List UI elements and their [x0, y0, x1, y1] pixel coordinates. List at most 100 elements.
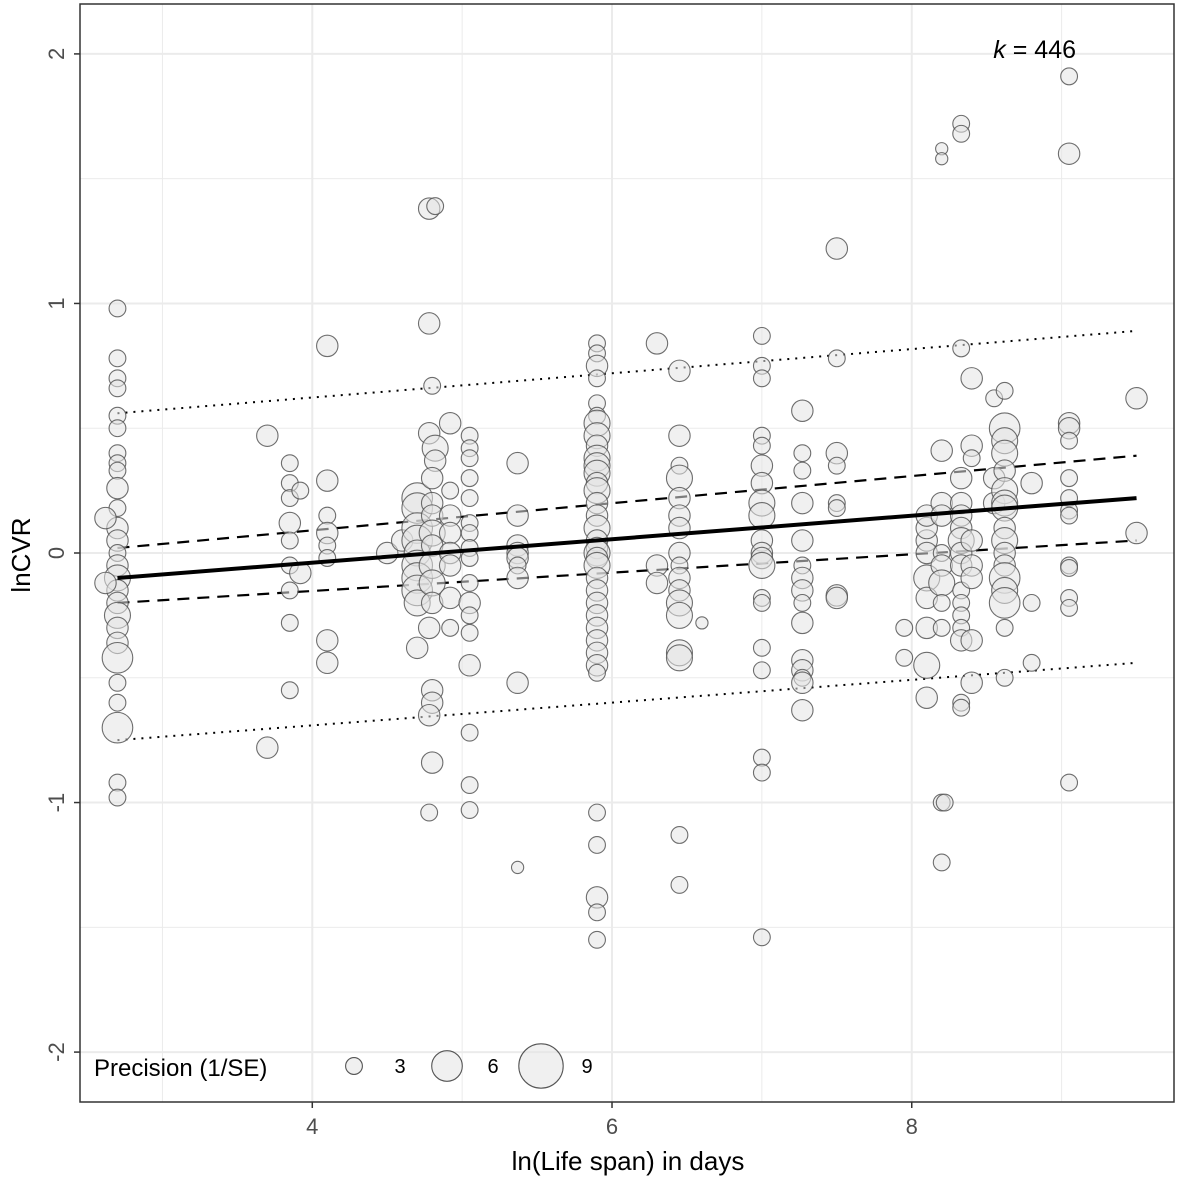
data-point	[752, 436, 771, 455]
data-point	[665, 601, 694, 629]
data-point	[960, 671, 983, 695]
y-tick-label: 1	[44, 297, 69, 309]
data-point	[588, 903, 606, 922]
y-axis-title: lnCVR	[6, 517, 36, 592]
data-point	[670, 826, 689, 844]
data-point	[752, 638, 771, 657]
data-point	[952, 339, 971, 358]
x-tick-label: 8	[906, 1114, 918, 1139]
data-point	[460, 776, 479, 795]
data-point	[1125, 521, 1148, 545]
data-point	[291, 481, 310, 500]
data-point	[645, 571, 669, 595]
x-axis-ticks: 4 6 8	[306, 1102, 918, 1139]
data-point	[94, 506, 117, 530]
data-point	[438, 586, 462, 610]
data-point	[108, 461, 127, 480]
data-point	[1060, 559, 1079, 577]
data-point	[280, 531, 299, 550]
data-point	[793, 444, 812, 463]
data-point	[420, 466, 444, 490]
data-point	[458, 654, 481, 677]
data-point	[960, 529, 983, 552]
data-point	[752, 369, 771, 388]
legend-key-label: 6	[487, 1056, 498, 1078]
data-point	[101, 641, 134, 674]
data-point	[417, 616, 441, 640]
data-point	[949, 466, 973, 490]
data-point	[108, 379, 127, 398]
y-tick-label: -1	[44, 793, 69, 813]
data-point	[405, 636, 429, 660]
data-point	[1125, 387, 1148, 410]
data-point	[895, 618, 914, 637]
data-point	[793, 461, 812, 480]
data-point	[793, 593, 812, 612]
data-point	[791, 491, 814, 515]
data-point	[928, 569, 956, 597]
data-point	[960, 629, 983, 652]
data-point	[748, 502, 776, 530]
data-point	[932, 853, 951, 872]
data-point	[588, 663, 606, 682]
data-point	[460, 524, 479, 542]
data-point	[101, 711, 134, 744]
data-points	[94, 67, 1148, 949]
data-point	[913, 651, 941, 679]
data-point	[827, 456, 846, 475]
data-point	[791, 399, 814, 423]
data-point	[460, 623, 479, 642]
data-point	[510, 860, 525, 875]
data-point	[108, 693, 127, 712]
data-point	[670, 875, 689, 894]
data-point	[316, 651, 339, 675]
data-point	[930, 439, 953, 462]
legend-key-label: 9	[581, 1056, 592, 1078]
data-point	[752, 748, 771, 767]
data-point	[108, 773, 127, 792]
data-point	[995, 668, 1014, 687]
x-tick-label: 4	[306, 1114, 318, 1139]
data-point	[960, 367, 983, 390]
data-point	[1060, 431, 1079, 450]
data-point	[752, 928, 771, 947]
legend-key-label: 3	[394, 1056, 405, 1078]
data-point	[423, 376, 442, 395]
data-point	[668, 359, 691, 383]
data-point	[588, 836, 606, 854]
y-tick-label: -2	[44, 1042, 69, 1062]
data-point	[791, 671, 814, 695]
data-point	[280, 613, 299, 632]
data-point	[962, 449, 981, 468]
data-point	[506, 451, 529, 475]
data-point	[588, 930, 606, 949]
legend-key-circle	[345, 1057, 363, 1075]
data-point	[935, 152, 949, 166]
sample-size-annotation: k = 446	[993, 36, 1076, 64]
data-point	[995, 618, 1014, 637]
data-point	[316, 469, 339, 492]
data-point	[460, 469, 479, 488]
x-tick-label: 6	[606, 1114, 618, 1139]
data-point	[280, 681, 299, 700]
data-point	[256, 736, 279, 759]
data-point	[108, 673, 127, 692]
regression-line	[117, 496, 1137, 580]
data-point	[280, 581, 299, 600]
data-point	[825, 237, 849, 260]
data-point	[791, 611, 814, 635]
data-point	[752, 326, 771, 345]
data-point	[256, 424, 279, 447]
data-point	[665, 644, 694, 672]
data-point	[417, 703, 441, 727]
annotation-italic: k	[993, 36, 1007, 64]
y-tick-label: 2	[44, 48, 69, 60]
legend-title: Precision (1/SE)	[94, 1055, 267, 1082]
data-point	[108, 788, 127, 807]
data-point	[1060, 773, 1079, 792]
data-point	[1020, 471, 1043, 495]
data-point	[278, 511, 302, 535]
data-point	[752, 661, 771, 680]
data-point	[417, 312, 441, 335]
